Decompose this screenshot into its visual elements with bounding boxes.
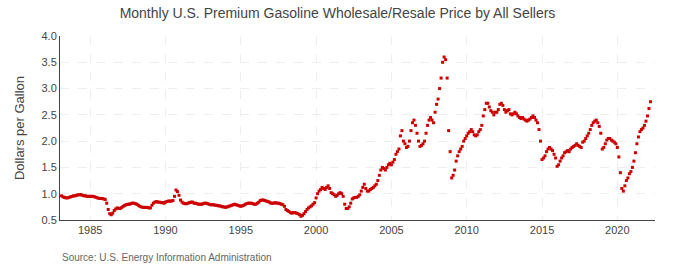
- svg-text:Source: U.S. Energy Informatio: Source: U.S. Energy Information Administ…: [62, 252, 272, 263]
- svg-text:2.0: 2.0: [42, 135, 57, 147]
- svg-text:2000: 2000: [304, 224, 328, 236]
- svg-text:1.0: 1.0: [42, 188, 57, 200]
- svg-text:3.5: 3.5: [42, 56, 57, 68]
- svg-text:1.5: 1.5: [42, 161, 57, 173]
- svg-text:2020: 2020: [605, 224, 629, 236]
- svg-text:0.5: 0.5: [42, 214, 57, 226]
- svg-text:3.0: 3.0: [42, 82, 57, 94]
- svg-text:Dollars per Gallon: Dollars per Gallon: [12, 76, 27, 180]
- svg-text:2010: 2010: [454, 224, 478, 236]
- svg-text:2015: 2015: [530, 224, 554, 236]
- svg-text:1990: 1990: [153, 224, 177, 236]
- svg-text:2.5: 2.5: [42, 109, 57, 121]
- svg-text:1985: 1985: [78, 224, 102, 236]
- svg-text:2005: 2005: [379, 224, 403, 236]
- svg-text:Monthly U.S. Premium Gasoline: Monthly U.S. Premium Gasoline Wholesale/…: [120, 5, 556, 21]
- svg-text:4.0: 4.0: [42, 30, 57, 42]
- svg-text:1995: 1995: [229, 224, 253, 236]
